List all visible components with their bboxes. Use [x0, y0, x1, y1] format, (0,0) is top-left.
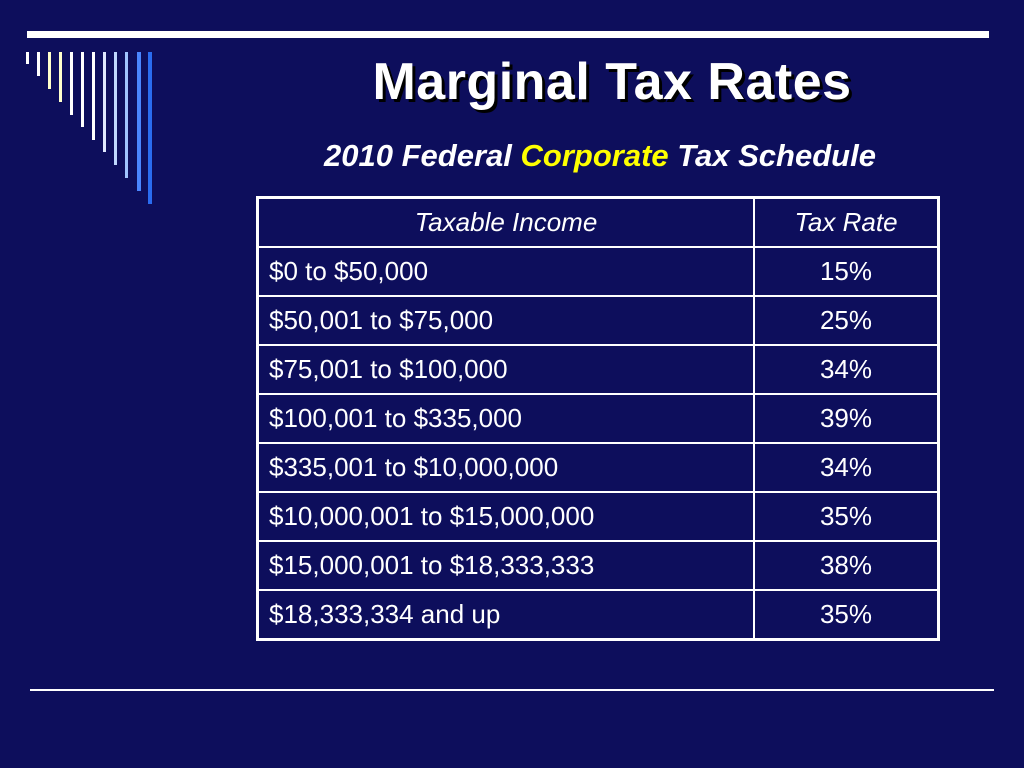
- rate-cell: 35%: [753, 491, 940, 542]
- slide-subtitle: 2010 Federal Corporate Tax Schedule: [240, 138, 960, 174]
- header-taxable-income: Taxable Income: [256, 196, 755, 248]
- income-cell: $100,001 to $335,000: [256, 393, 755, 444]
- subtitle-highlight: Corporate: [520, 138, 669, 173]
- header-tax-rate: Tax Rate: [753, 196, 940, 248]
- income-cell: $50,001 to $75,000: [256, 295, 755, 346]
- table-row: $100,001 to $335,000 39%: [256, 393, 940, 444]
- slide-title: Marginal Tax Rates: [372, 53, 852, 111]
- subtitle-suffix: Tax Schedule: [668, 138, 876, 173]
- table-row: $50,001 to $75,000 25%: [256, 295, 940, 346]
- decorative-stripes: [0, 0, 200, 220]
- table-row: $10,000,001 to $15,000,000 35%: [256, 491, 940, 542]
- rate-cell: 25%: [753, 295, 940, 346]
- table-row: $0 to $50,000 15%: [256, 246, 940, 297]
- tax-schedule-table: Taxable Income Tax Rate $0 to $50,000 15…: [256, 196, 940, 641]
- top-divider-line: [27, 31, 989, 38]
- rate-cell: 34%: [753, 442, 940, 493]
- income-cell: $75,001 to $100,000: [256, 344, 755, 395]
- income-cell: $10,000,001 to $15,000,000: [256, 491, 755, 542]
- table-row: $15,000,001 to $18,333,333 38%: [256, 540, 940, 591]
- income-cell: $15,000,001 to $18,333,333: [256, 540, 755, 591]
- table-row: $335,001 to $10,000,000 34%: [256, 442, 940, 493]
- income-cell: $0 to $50,000: [256, 246, 755, 297]
- rate-cell: 34%: [753, 344, 940, 395]
- income-cell: $18,333,334 and up: [256, 589, 755, 641]
- table-row: $75,001 to $100,000 34%: [256, 344, 940, 395]
- rate-cell: 39%: [753, 393, 940, 444]
- rate-cell: 38%: [753, 540, 940, 591]
- rate-cell: 35%: [753, 589, 940, 641]
- bottom-divider-line: [30, 689, 994, 691]
- income-cell: $335,001 to $10,000,000: [256, 442, 755, 493]
- table-row: $18,333,334 and up 35%: [256, 589, 940, 641]
- rate-cell: 15%: [753, 246, 940, 297]
- table-header-row: Taxable Income Tax Rate: [256, 196, 940, 248]
- subtitle-prefix: 2010 Federal: [324, 138, 521, 173]
